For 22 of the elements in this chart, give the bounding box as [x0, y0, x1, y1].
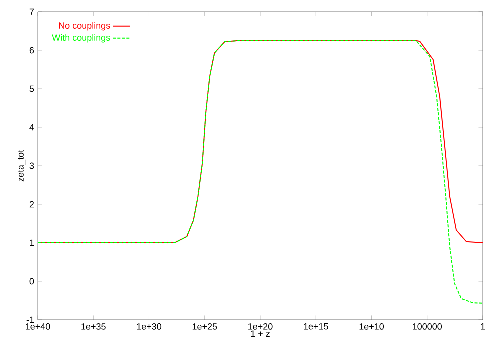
- x-tick-label: 1e+30: [137, 324, 162, 330]
- y-tick-label: 3: [30, 162, 34, 170]
- x-tick-label: 1e+15: [304, 324, 328, 330]
- x-tick-label: 1e+25: [192, 324, 218, 330]
- x-tick-label: 1e+10: [360, 324, 384, 330]
- x-axis-title: 1 + z: [251, 330, 270, 337]
- x-tick-label: 1: [481, 324, 486, 330]
- legend-label: No couplings: [59, 22, 110, 31]
- y-tick-label: 7: [30, 8, 34, 16]
- y-axis-title: zeta_tot: [18, 150, 26, 182]
- y-tick-label: 1: [30, 240, 34, 246]
- x-tick-label: 1e+40: [26, 324, 50, 330]
- x-tick-label: 1e+20: [248, 324, 273, 330]
- x-tick-label: 100000: [413, 324, 442, 330]
- y-tick-label: 0: [30, 278, 34, 285]
- legend-label: With couplings: [52, 34, 110, 43]
- y-tick-label: 4: [30, 124, 34, 131]
- y-tick-label: 6: [30, 47, 34, 54]
- y-tick-label: -1: [26, 316, 34, 324]
- y-tick-label: 2: [30, 201, 34, 208]
- y-tick-label: 5: [30, 86, 34, 92]
- x-tick-label: 1e+35: [82, 324, 106, 330]
